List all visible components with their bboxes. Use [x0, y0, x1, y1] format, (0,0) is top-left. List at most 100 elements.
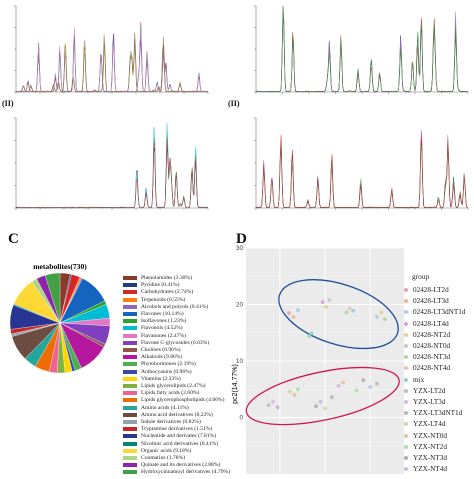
- group-legend-dot: [404, 456, 408, 460]
- scatter-point: [314, 404, 318, 409]
- lower-cluster-ellipse: [245, 366, 400, 426]
- scatter-point: [287, 311, 291, 315]
- scatter-point: [329, 395, 334, 400]
- pie-legend-item: Flavones (10.14%): [123, 310, 184, 318]
- pie-legend-item: Lipids fatty acids (2.60%): [123, 389, 199, 397]
- chromatogram-top-left: [0, 0, 214, 106]
- pie-legend-label: Phenolamides (3.30%): [141, 275, 192, 281]
- scatter-point: [318, 399, 323, 404]
- legend-swatch: [123, 312, 137, 316]
- pie-legend-label: Isoflavones (1.23%): [141, 318, 187, 325]
- chromatogram-trace: [15, 122, 209, 209]
- pie-legend-label: Indole derivatives (0.82%): [141, 419, 201, 425]
- group-legend-item: YZX-NT3d: [404, 452, 447, 464]
- group-legend-dot: [404, 388, 408, 393]
- group-legend-item: 02428-NT0d: [404, 340, 450, 352]
- legend-swatch: [123, 340, 137, 345]
- scatter-point: [309, 331, 314, 336]
- pie-legend-item: Carbohydrates (2.74%): [123, 288, 193, 296]
- group-legend-label: 02428-LT3dNT1d: [413, 308, 466, 317]
- scatter-point: [320, 300, 325, 305]
- group-legend-dot: [404, 321, 408, 326]
- pie-chart-svg: metabolites(730): [9, 262, 111, 374]
- scatter-y-tick: 10: [236, 358, 244, 365]
- group-legend-label: YZX-NT4d: [413, 465, 447, 474]
- group-legend-label: 02428-NT0d: [413, 342, 451, 350]
- legend-swatch: [123, 276, 137, 280]
- pie-legend-label: Flavones (10.14%): [141, 311, 184, 317]
- scatter-point: [351, 308, 356, 313]
- pie-slices: [9, 272, 111, 374]
- legend-swatch: [123, 448, 137, 453]
- group-legend-label: 02428-LT2d: [413, 286, 449, 294]
- group-legend-dot: [404, 288, 408, 292]
- chromatogram-tr-svg: [254, 5, 469, 94]
- pie-legend-label: Lipids glycerophospholipids (4.66%): [141, 397, 225, 404]
- scatter-point: [288, 389, 292, 394]
- scatter-point: [354, 388, 359, 393]
- group-legend-label: 02428-LT4d: [413, 319, 449, 328]
- pie-legend-label: Alkaloids (9.86%): [141, 354, 183, 361]
- scatter-point: [336, 384, 341, 388]
- pie-legend-item: Flavanones (2.47%): [123, 332, 186, 340]
- chromatogram-trace: [15, 138, 209, 209]
- chromatogram-trace: [15, 133, 209, 209]
- pie-legend-label: Anthocyanins (0.96%): [141, 368, 192, 375]
- scatter-plot-svg: pc2(14.77%) 30 20 10 0: [232, 245, 404, 474]
- group-legend-dot: [404, 400, 408, 404]
- group-legend-label: 02428-NT2d: [413, 330, 451, 339]
- scatter-point: [375, 381, 379, 386]
- pie-legend-label: Cholines (0.96%): [141, 347, 181, 353]
- legend-swatch: [123, 333, 137, 338]
- scatter-y-tick: 20: [236, 302, 244, 309]
- pie-legend-item: Flavone C-glycosides (6.03%): [123, 339, 209, 347]
- group-legend-dot: [404, 422, 408, 427]
- pie-legend-item: Indole derivatives (0.82%): [123, 418, 201, 426]
- scatter-point: [361, 378, 366, 383]
- group-legend-dot: [404, 332, 408, 337]
- panel-letter-c: C: [8, 231, 19, 247]
- chromatogram-bottom-right: [240, 112, 474, 222]
- pie-legend-item: Lipids glycerolipids (2.47%): [123, 382, 205, 390]
- group-legend-label: YZX-LT2d: [413, 386, 446, 395]
- scatter-point: [307, 334, 312, 338]
- pie-legend-item: Isoflavones (1.23%): [123, 317, 186, 325]
- pie-legend-label: Hydroxycinnamoyl derivatives (4.79%): [141, 469, 231, 476]
- pie-title: metabolites(730): [33, 262, 87, 271]
- legend-swatch: [123, 304, 137, 309]
- group-legend-item: YZX-NT0d: [404, 430, 447, 442]
- group-legend-item: 02428-LT3d: [404, 295, 449, 307]
- pie-legend-item: Anthocyanins (0.96%): [123, 368, 192, 376]
- scatter-point: [323, 406, 327, 411]
- pie-legend-item: Coumarins (1.78%): [123, 454, 185, 462]
- group-legend-label: mix: [413, 375, 425, 384]
- legend-swatch: [123, 355, 137, 360]
- upper-cluster-ellipse: [278, 279, 399, 350]
- legend-swatch: [123, 384, 137, 388]
- pie-legend-label: Lipids glycerolipids (2.47%): [141, 383, 206, 389]
- pie-legend-label: Amino acid derivatives (8.22%): [141, 411, 213, 418]
- scatter-plot-panel: pc2(14.77%) 30 20 10 0 group 02428-LT2d 02428…: [228, 244, 474, 474]
- group-legend-item: YZX-LT3dNT1d: [404, 407, 462, 419]
- legend-swatch: [123, 398, 137, 403]
- chromatogram-trace: [255, 5, 469, 93]
- chromatogram-bl-svg: [14, 117, 209, 210]
- scatter-point: [275, 405, 280, 410]
- scatter-point: [292, 393, 297, 397]
- pie-legend-item: Hydroxycinnamoyl derivatives (4.79%): [123, 468, 230, 476]
- pie-legend-item: Alcohols and polyols (0.41%): [123, 303, 208, 311]
- group-legend-item: YZX-LT4d: [404, 418, 445, 430]
- group-legend-item: 02428-LT2d: [404, 284, 449, 296]
- pie-legend-item: Nicotinic acid derivatives (0.41%): [123, 440, 218, 448]
- chromatogram-trace: [15, 39, 209, 93]
- scatter-point: [341, 380, 345, 385]
- legend-swatch: [123, 427, 137, 432]
- pie-legend-label: Flavone C-glycosides (6.03%): [141, 339, 210, 346]
- panel-sub-label-right: (II): [228, 99, 240, 108]
- group-legend-dot: [404, 366, 408, 371]
- scatter-point: [368, 385, 372, 389]
- legend-swatch: [123, 348, 137, 352]
- group-legend-dot: [404, 444, 408, 449]
- legend-swatch: [123, 391, 137, 396]
- pie-legend-label: Carbohydrates (2.74%): [141, 289, 194, 296]
